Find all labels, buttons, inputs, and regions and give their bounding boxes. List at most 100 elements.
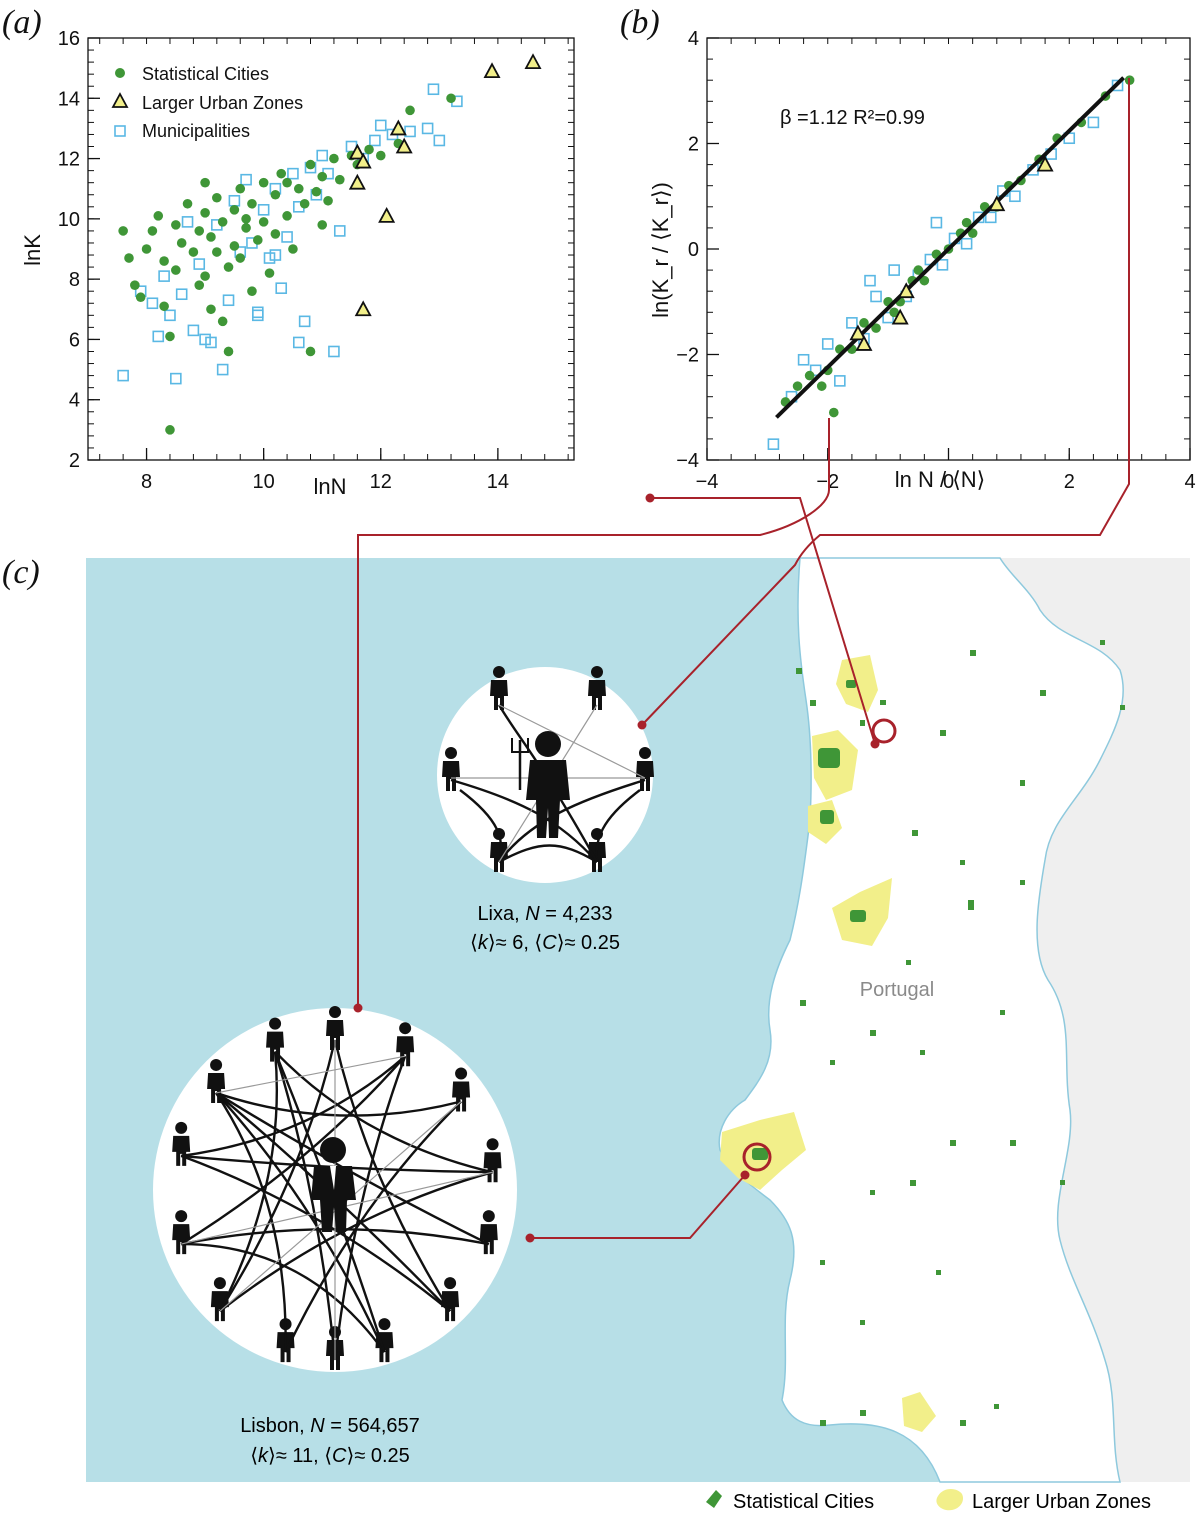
panel-label-c: (c) bbox=[2, 554, 40, 591]
municipality-point bbox=[960, 237, 973, 250]
municipality-point bbox=[228, 194, 241, 207]
lisbon-c-value: ≈ 0.25 bbox=[354, 1445, 409, 1467]
statistical-city-point bbox=[200, 271, 210, 281]
statistical-city-point bbox=[176, 238, 187, 248]
connector-lixa-plot bbox=[641, 78, 1130, 726]
statistical-city-point bbox=[305, 159, 316, 170]
lisbon-link bbox=[274, 1050, 493, 1174]
panel-label-b: (b) bbox=[620, 4, 660, 41]
y-tick-label: 10 bbox=[58, 209, 80, 231]
municipality-point bbox=[175, 288, 188, 301]
municipality-point bbox=[1009, 190, 1021, 203]
statistical-city-point bbox=[967, 228, 978, 238]
y-tick-label: 4 bbox=[688, 28, 699, 50]
statistical-city-point bbox=[270, 189, 281, 200]
x-tick-label: 2 bbox=[1064, 471, 1075, 493]
statistical-city-point bbox=[124, 253, 134, 263]
luz-point bbox=[395, 137, 413, 154]
lixa-n-symbol: N bbox=[525, 903, 540, 925]
lixa-c-value: ≈ 0.25 bbox=[565, 932, 620, 954]
y-tick-label: 12 bbox=[58, 149, 80, 171]
luz-point bbox=[524, 53, 542, 70]
statistical-city-point bbox=[364, 144, 374, 155]
axis-ticks-b: −4 −2 0 2 4 −4 −2 0 2 4 bbox=[676, 28, 1195, 493]
axes-frame-a bbox=[87, 37, 575, 461]
x-tick-label: 4 bbox=[1184, 471, 1195, 493]
connector-lines bbox=[357, 78, 1130, 1239]
y-tick-label: 4 bbox=[69, 390, 80, 412]
statistical-city-point bbox=[329, 153, 339, 164]
statistical-city-point bbox=[194, 280, 205, 290]
statistical-city-point bbox=[889, 307, 899, 318]
statistical-city-point bbox=[165, 425, 175, 435]
statistical-city-point bbox=[270, 229, 281, 239]
lisbon-c-symbol: C bbox=[332, 1445, 347, 1467]
legend-statistical-icon bbox=[706, 1490, 722, 1508]
municipality-point bbox=[263, 252, 276, 264]
axis-ticks-a: 8 10 12 14 2 4 6 8 10 12 14 16 bbox=[58, 28, 574, 493]
statistical-city-point bbox=[276, 168, 287, 179]
legend-luz-icon bbox=[936, 1489, 964, 1511]
municipality-point bbox=[834, 375, 846, 387]
lisbon-link bbox=[219, 1171, 493, 1313]
legend-luz-label: Larger Urban Zones bbox=[972, 1491, 1151, 1513]
municipality-point bbox=[292, 336, 305, 349]
x-tick-label: 10 bbox=[253, 471, 275, 493]
lixa-k-value: ≈ 6, bbox=[496, 932, 529, 954]
fit-annotation: β =1.12 R²=0.99 bbox=[780, 107, 925, 129]
municipality-point bbox=[767, 438, 780, 450]
municipality-point bbox=[252, 309, 264, 322]
municipality-point bbox=[1111, 79, 1124, 92]
luz-point bbox=[348, 143, 366, 160]
luz-point bbox=[354, 300, 372, 317]
lisbon-caption-line1: Lisbon, N = 564,657 bbox=[240, 1415, 420, 1437]
statistical-city-point bbox=[235, 253, 246, 263]
statistical-city-point bbox=[217, 316, 228, 327]
statistical-city-point bbox=[871, 323, 881, 333]
lixa-k-symbol: k bbox=[478, 932, 489, 954]
statistical-city-point bbox=[961, 217, 972, 228]
y-tick-label: −4 bbox=[676, 450, 699, 472]
luz-point bbox=[855, 335, 873, 351]
statistical-city-point bbox=[135, 292, 146, 303]
statistical-city-point bbox=[200, 177, 210, 188]
municipality-point bbox=[809, 364, 822, 377]
municipality-point bbox=[316, 149, 329, 162]
municipality-point bbox=[936, 259, 949, 271]
municipality-point bbox=[421, 122, 434, 135]
businessman-icon bbox=[311, 1137, 356, 1232]
luz-point bbox=[849, 324, 867, 341]
y-axis-label-a: lnK bbox=[20, 234, 45, 266]
statistical-city-point bbox=[153, 211, 164, 221]
lisbon-link bbox=[218, 1051, 278, 1312]
municipality-point bbox=[821, 338, 834, 350]
municipality-point bbox=[333, 225, 346, 237]
x-tick-label: 12 bbox=[370, 471, 392, 493]
y-tick-label: 14 bbox=[58, 88, 80, 110]
connector-dots bbox=[353, 493, 880, 1243]
statistical-city-point bbox=[804, 370, 815, 381]
connector-lixa-map bbox=[650, 497, 876, 745]
y-tick-label: 0 bbox=[688, 239, 699, 261]
lixa-name: Lixa, bbox=[477, 903, 519, 925]
data-points-a bbox=[117, 53, 542, 435]
statistical-city-point bbox=[229, 205, 240, 215]
statistical-city-point bbox=[323, 195, 333, 206]
statistical-city-point bbox=[405, 105, 415, 116]
statistical-city-point bbox=[282, 211, 292, 221]
municipality-point bbox=[984, 211, 997, 224]
statistical-city-point bbox=[317, 171, 328, 182]
municipality-point bbox=[374, 119, 387, 132]
municipality-point bbox=[199, 333, 211, 346]
municipality-point bbox=[888, 264, 900, 276]
statistical-city-point bbox=[288, 244, 298, 254]
statistical-city-point bbox=[247, 286, 257, 297]
municipality-point bbox=[1087, 116, 1100, 129]
legend-statistical-label: Statistical Cities bbox=[733, 1491, 874, 1513]
statistical-city-point bbox=[305, 346, 316, 357]
statistical-city-point bbox=[223, 262, 234, 272]
connector-lisbon-map bbox=[530, 1174, 746, 1239]
municipality-point bbox=[864, 274, 876, 287]
y-tick-label: −2 bbox=[676, 345, 699, 367]
municipality-point bbox=[433, 134, 446, 147]
